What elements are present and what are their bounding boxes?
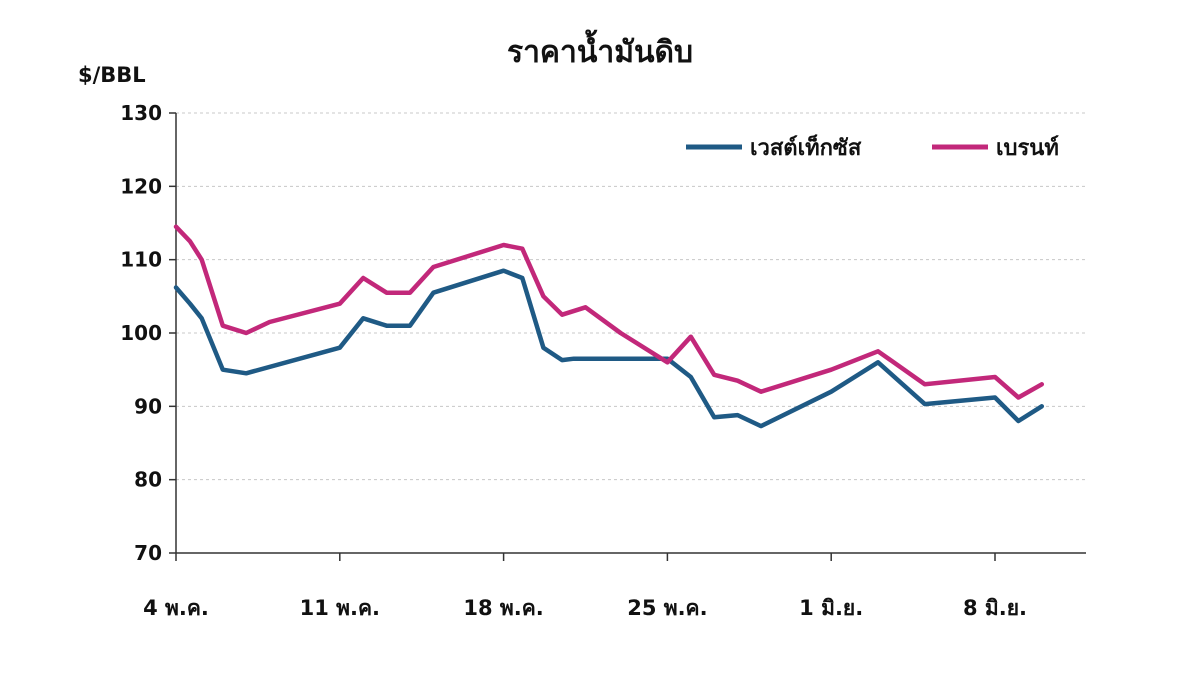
axes: 70 80 90 100 110 120 130 4 พ.ค. 11 พ.ค. 18 พ.ค. 25… xyxy=(120,101,1086,620)
y-tick-label: 100 xyxy=(120,321,162,345)
series-line-brent xyxy=(173,224,1045,400)
x-tick-label: 11 พ.ค. xyxy=(300,596,380,620)
x-tick-label: 25 พ.ค. xyxy=(627,596,707,620)
x-tick-label: 1 มิ.ย. xyxy=(799,596,863,620)
x-tick-label: 8 มิ.ย. xyxy=(963,596,1027,620)
y-tick-label: 120 xyxy=(120,174,162,198)
y-tick-label: 90 xyxy=(134,394,162,418)
y-tick-label: 70 xyxy=(134,541,162,565)
x-tick-label: 4 พ.ค. xyxy=(143,596,209,620)
series-lines xyxy=(173,224,1045,429)
y-tick-label: 110 xyxy=(120,248,162,272)
x-tick-label: 18 พ.ค. xyxy=(463,596,543,620)
y-tick-label: 80 xyxy=(134,468,162,492)
gridlines xyxy=(176,112,1086,481)
series-line-wti xyxy=(173,268,1045,429)
legend: เวสต์เท็กซัส เบรนท์ xyxy=(686,133,1059,161)
legend-label-wti: เวสต์เท็กซัส xyxy=(750,133,862,161)
y-tick-label: 130 xyxy=(120,101,162,125)
legend-label-brent: เบรนท์ xyxy=(996,135,1059,161)
chart-title: ราคาน้ำมันดิบ xyxy=(507,29,693,70)
y-axis-unit-label: $/BBL xyxy=(78,63,146,87)
